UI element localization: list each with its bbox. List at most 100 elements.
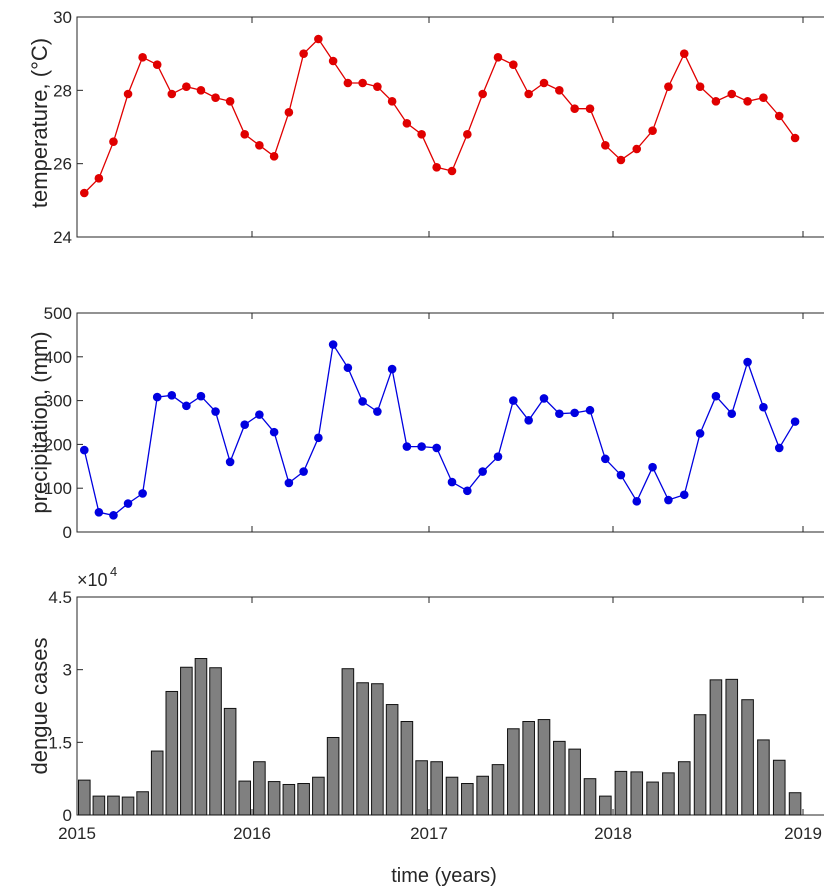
data-point: [570, 408, 579, 418]
axes-frame: [76, 16, 824, 238]
bar: [238, 780, 252, 816]
data-point: [570, 104, 579, 113]
data-point: [585, 104, 595, 113]
y-axis-label: temperature, (°C): [27, 38, 52, 208]
data-point: [555, 409, 564, 419]
data-point: [664, 495, 673, 505]
bar: [180, 666, 193, 816]
bar: [583, 778, 597, 816]
data-point: [109, 137, 118, 146]
bar: [326, 736, 340, 816]
y-tick-label: 100: [44, 479, 72, 498]
bar: [371, 683, 384, 816]
y-axis-label: precipitation, (mm): [27, 331, 52, 513]
data-point: [493, 452, 503, 461]
data-point: [601, 454, 610, 464]
bar: [614, 770, 628, 816]
bar: [646, 781, 659, 816]
data-point: [123, 499, 133, 508]
bar: [757, 739, 770, 816]
data-point: [343, 78, 353, 88]
bar: [445, 776, 459, 816]
data-point: [616, 155, 626, 165]
data-point: [524, 89, 533, 99]
bar: [430, 761, 443, 816]
bar: [282, 783, 296, 816]
data-point: [373, 82, 382, 91]
bar: [788, 792, 802, 816]
data-point: [138, 53, 147, 62]
bar: [385, 704, 399, 816]
data-point: [314, 34, 323, 44]
data-point: [695, 429, 705, 438]
data-point: [616, 470, 626, 480]
bar: [568, 748, 581, 816]
bar: [121, 796, 135, 816]
precipitation-axes: 0 100 200 300 400 500 precipitation, (mm): [27, 304, 824, 542]
data-point: [679, 490, 689, 500]
bar: [150, 750, 164, 816]
bar: [400, 721, 414, 816]
data-point: [524, 416, 533, 425]
data-point: [759, 93, 768, 102]
bar: [267, 781, 281, 816]
bar: [491, 764, 505, 816]
x-tick-label: 2015: [58, 824, 96, 843]
data-point: [255, 410, 264, 419]
data-point: [727, 409, 737, 419]
data-point: [632, 144, 642, 154]
data-point: [648, 462, 657, 472]
data-point: [182, 401, 191, 411]
data-point: [664, 82, 673, 91]
x-tick-label: 2016: [233, 824, 271, 843]
data-point: [743, 357, 752, 367]
y-axis-label: dengue cases: [27, 638, 52, 775]
bar: [341, 668, 355, 816]
bar: [415, 760, 428, 816]
data-point: [539, 78, 549, 88]
data-point: [240, 130, 250, 139]
data-point: [269, 427, 279, 437]
data-point: [152, 392, 162, 402]
data-point: [328, 56, 338, 66]
data-point: [284, 108, 294, 117]
bar: [107, 795, 120, 816]
data-point: [358, 78, 367, 88]
data-point: [417, 130, 426, 139]
x-tick-label: 2018: [594, 824, 632, 843]
y-tick-label: 1.5: [48, 733, 72, 752]
data-point: [463, 130, 472, 139]
x-axis-label: time (years): [391, 865, 497, 887]
data-point: [182, 82, 191, 91]
axes-frame: [76, 312, 824, 533]
y-exponent-label: ×10: [77, 570, 108, 590]
bar: [522, 721, 535, 816]
data-point: [109, 511, 118, 520]
bar: [772, 759, 786, 816]
data-point: [79, 445, 89, 455]
data-point: [240, 420, 250, 429]
bar: [77, 779, 91, 816]
data-point: [299, 49, 308, 58]
bar: [92, 795, 106, 816]
data-point: [402, 442, 412, 451]
data-point: [196, 86, 206, 95]
data-point: [727, 89, 737, 99]
data-point: [711, 97, 721, 106]
data-point: [94, 507, 104, 517]
data-point: [509, 396, 518, 405]
bar: [194, 658, 208, 816]
data-point: [509, 60, 518, 69]
data-point: [255, 141, 264, 150]
bar: [507, 728, 520, 816]
data-point: [269, 152, 279, 161]
y-tick-label: 30: [53, 8, 72, 27]
data-point: [211, 93, 220, 102]
bar: [725, 678, 739, 816]
data-point: [447, 477, 457, 487]
data-point: [94, 174, 104, 183]
data-point: [402, 119, 412, 128]
data-point: [167, 391, 177, 400]
data-point: [328, 340, 338, 349]
